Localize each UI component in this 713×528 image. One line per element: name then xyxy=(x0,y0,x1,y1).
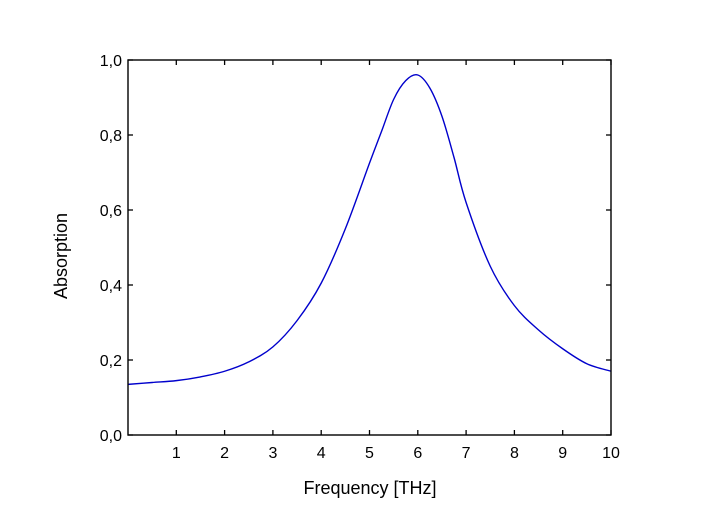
x-tick-label: 7 xyxy=(462,445,471,462)
plot-area xyxy=(127,74,612,386)
y-tick-label: 0,6 xyxy=(100,203,122,220)
y-tick-label: 1,0 xyxy=(100,53,122,70)
x-tick-label: 2 xyxy=(220,445,229,462)
x-tick-label: 10 xyxy=(602,445,620,462)
x-tick-label: 3 xyxy=(268,445,277,462)
absorption-series-line xyxy=(127,74,612,386)
axes: 1 2 3 4 5 6 7 8 9 10 0,0 0,2 0,4 0,6 0,8 1,0 xyxy=(100,53,620,462)
x-tick-label: 8 xyxy=(510,445,519,462)
x-tick-label: 1 xyxy=(172,445,181,462)
y-tick-label: 0,8 xyxy=(100,128,122,145)
y-axis-label: Absorption xyxy=(51,213,71,299)
plot-frame xyxy=(127,59,612,436)
y-tick-label: 0,4 xyxy=(100,278,122,295)
x-tick-label: 6 xyxy=(413,445,422,462)
x-tick-label: 4 xyxy=(317,445,326,462)
x-tick-label: 9 xyxy=(558,445,567,462)
x-tick-label: 5 xyxy=(365,445,374,462)
y-tick-label: 0,0 xyxy=(100,428,122,445)
y-tick-label: 0,2 xyxy=(100,353,122,370)
x-axis-label: Frequency [THz] xyxy=(303,478,436,498)
